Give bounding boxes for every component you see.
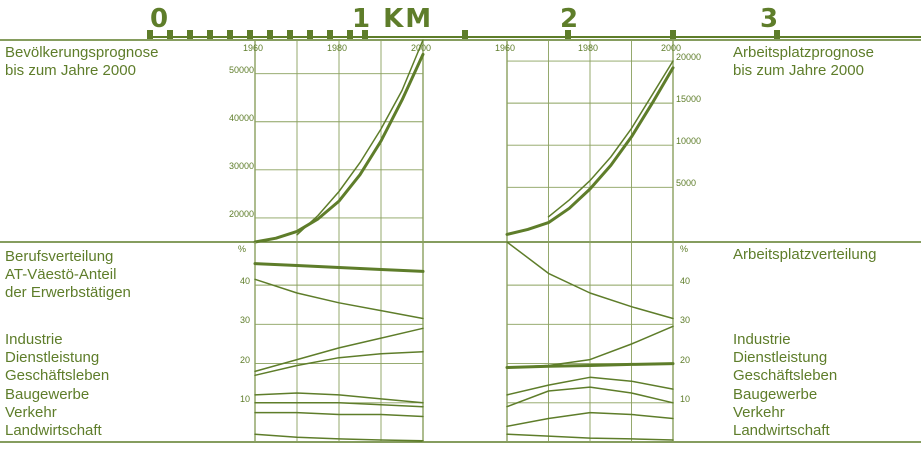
left-sector-landwirtschaft: Landwirtschaft [5, 422, 102, 439]
scale-bar-block-4 [227, 30, 233, 39]
jobs-series-0 [547, 60, 674, 218]
jobs-xtick-2: 2000 [661, 43, 682, 53]
scale-bar-block-9 [327, 30, 333, 39]
occ-left-ytick-1: 20 [239, 354, 250, 365]
population-series-0 [296, 39, 424, 236]
scale-bar-block-3 [207, 30, 213, 39]
occ-right-series-4 [506, 386, 674, 408]
right-sector-geschaeftsleben: Geschäftsleben [733, 367, 838, 384]
occ-left-unit: % [237, 244, 246, 254]
jobs-ytick-2: 15000 [676, 94, 702, 105]
right-sector-verkehr: Verkehr [733, 404, 785, 421]
scale-label-0: 0 [150, 4, 169, 34]
jobs-ytick-3: 20000 [676, 52, 702, 63]
scale-label-1km: 1 KM [352, 4, 434, 34]
occ-right-series-6 [506, 433, 674, 441]
occ-right-ytick-0: 10 [680, 393, 691, 404]
jobs-ytick-0: 5000 [676, 178, 697, 189]
population-series-1 [253, 52, 425, 244]
scale-bar-block-8 [307, 30, 313, 39]
scale-bar-block-12 [462, 30, 468, 39]
occ-right-unit: % [680, 244, 689, 254]
left-sector-geschaeftsleben: Geschäftsleben [5, 367, 110, 384]
left-sector-dienstleistung: Dienstleistung [5, 349, 100, 366]
occ-left-ytick-3: 40 [239, 276, 250, 287]
occ-right-series-3 [506, 376, 674, 396]
occ-right-ytick-1: 20 [680, 354, 691, 365]
jobs-xtick-1: 1980 [578, 43, 599, 53]
right-sector-dienstleistung: Dienstleistung [733, 349, 828, 366]
occ-left-ytick-0: 10 [239, 393, 250, 404]
occ-left-series-0 [253, 262, 425, 273]
scale-bar-block-11 [362, 30, 368, 39]
occupation-distribution-title: Berufsverteilung AT-Väestö-Anteil der Er… [5, 248, 131, 301]
occ-right-ytick-2: 30 [680, 315, 691, 326]
occ-left-series-7 [254, 433, 424, 442]
right-sector-industrie: Industrie [733, 331, 791, 348]
scale-bar-block-5 [247, 30, 253, 39]
scale-bar-block-14 [670, 30, 676, 39]
occ-left-series-4 [254, 392, 424, 404]
occ-right-series-2 [505, 362, 675, 369]
population-ytick-2: 40000 [228, 112, 254, 123]
scale-bar-block-1 [167, 30, 173, 39]
occ-left-series-5 [254, 402, 424, 408]
population-forecast-title: Bevölkerungsprognose bis zum Jahre 2000 [5, 44, 159, 79]
occ-left-ytick-2: 30 [239, 315, 250, 326]
jobs-forecast-title: Arbeitsplatzprognose bis zum Jahre 2000 [733, 44, 874, 79]
left-sector-baugewerbe: Baugewerbe [5, 386, 90, 403]
population-xtick-1: 1980 [327, 43, 348, 53]
population-ytick-3: 50000 [228, 64, 254, 75]
scale-bar-block-7 [287, 30, 293, 39]
population-xtick-2: 2000 [411, 43, 432, 53]
scale-bar-block-13 [565, 30, 571, 39]
population-xtick-0: 1960 [243, 43, 264, 53]
scale-label-3: 3 [760, 4, 779, 34]
right-sector-baugewerbe: Baugewerbe [733, 386, 818, 403]
left-sector-industrie: Industrie [5, 331, 63, 348]
jobs-ytick-1: 10000 [676, 136, 702, 147]
occ-right-ytick-3: 40 [680, 276, 691, 287]
occ-right-series-0 [506, 241, 674, 320]
jobs-xtick-0: 1960 [495, 43, 516, 53]
occ-left-series-1 [254, 278, 424, 320]
job-distribution-title: Arbeitsplatzverteilung [733, 246, 877, 263]
occ-right-series-5 [506, 411, 674, 428]
scale-bar-block-0 [147, 30, 153, 39]
occ-left-series-6 [254, 411, 424, 418]
population-ytick-1: 30000 [228, 160, 254, 171]
scale-bar-block-6 [267, 30, 273, 39]
population-ytick-0: 20000 [228, 208, 254, 219]
right-sector-landwirtschaft: Landwirtschaft [733, 422, 830, 439]
scale-bar-block-2 [187, 30, 193, 39]
scale-bar-block-15 [774, 30, 780, 39]
jobs-series-1 [505, 66, 675, 236]
occ-left-series-2 [254, 327, 424, 373]
scale-bar-block-10 [347, 30, 353, 39]
scale-label-2: 2 [560, 4, 579, 34]
occ-left-series-3 [254, 351, 424, 377]
left-sector-verkehr: Verkehr [5, 404, 57, 421]
